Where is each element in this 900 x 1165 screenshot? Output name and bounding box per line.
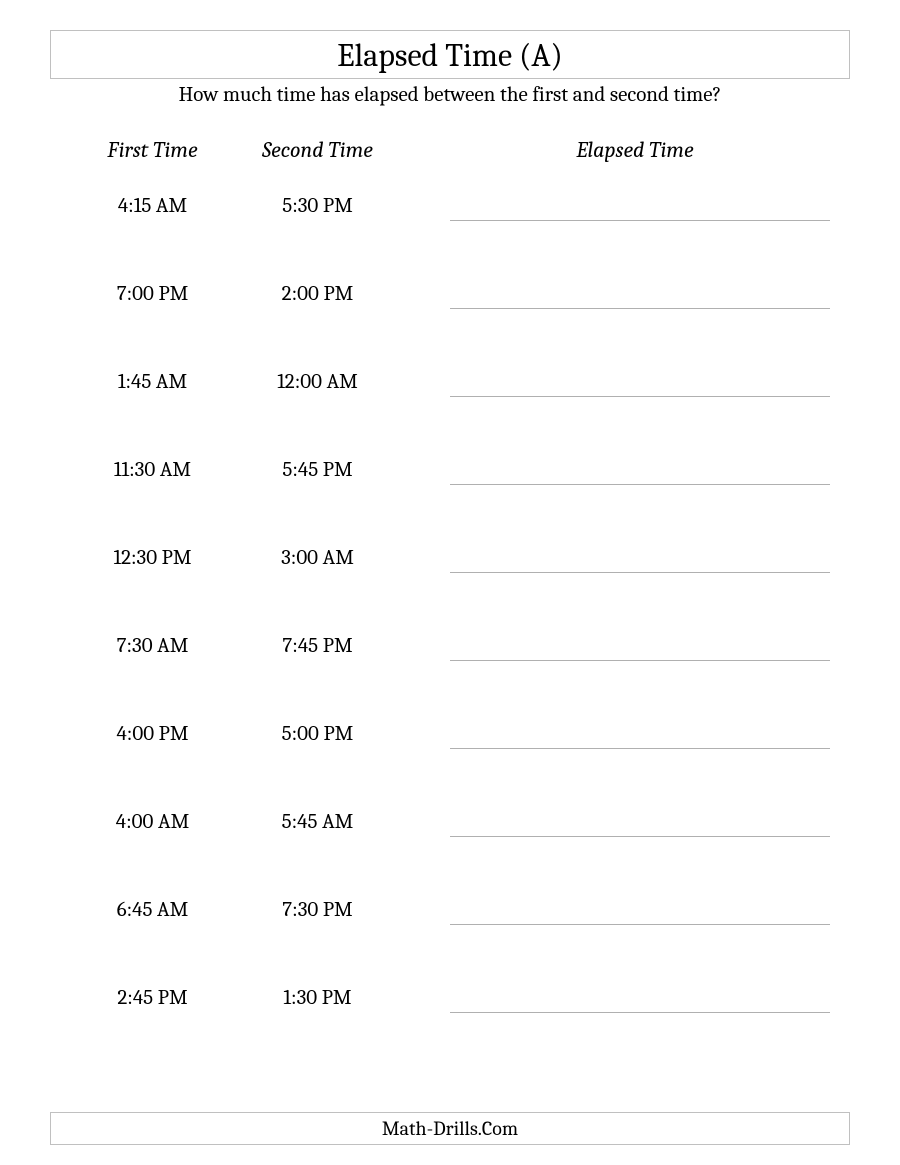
second-time-cell: 5:00 PM <box>235 722 400 746</box>
worksheet-row: 4:00 AM5:45 AM <box>70 807 830 837</box>
worksheet-row: 4:00 PM5:00 PM <box>70 719 830 749</box>
first-time-cell: 4:00 PM <box>70 722 235 746</box>
column-headers: First Time Second Time Elapsed Time <box>70 137 830 163</box>
second-time-cell: 5:45 AM <box>235 810 400 834</box>
first-time-cell: 6:45 AM <box>70 898 235 922</box>
first-time-cell: 7:00 PM <box>70 282 235 306</box>
second-time-cell: 7:45 PM <box>235 634 400 658</box>
second-time-cell: 12:00 AM <box>235 370 400 394</box>
second-time-cell: 7:30 PM <box>235 898 400 922</box>
first-time-cell: 4:00 AM <box>70 810 235 834</box>
second-time-cell: 5:45 PM <box>235 458 400 482</box>
answer-line <box>450 467 830 485</box>
answer-line <box>450 907 830 925</box>
first-time-cell: 4:15 AM <box>70 194 235 218</box>
answer-line <box>450 819 830 837</box>
page-title: Elapsed Time (A) <box>51 37 849 74</box>
worksheet-content: First Time Second Time Elapsed Time 4:15… <box>50 137 850 1112</box>
answer-line <box>450 203 830 221</box>
worksheet-row: 12:30 PM3:00 AM <box>70 543 830 573</box>
title-box: Elapsed Time (A) <box>50 30 850 79</box>
header-elapsed-time: Elapsed Time <box>400 137 830 163</box>
first-time-cell: 7:30 AM <box>70 634 235 658</box>
first-time-cell: 12:30 PM <box>70 546 235 570</box>
answer-line <box>450 379 830 397</box>
worksheet-row: 7:30 AM7:45 PM <box>70 631 830 661</box>
worksheet-row: 7:00 PM2:00 PM <box>70 279 830 309</box>
answer-line <box>450 643 830 661</box>
footer-text: Math-Drills.Com <box>382 1117 518 1140</box>
answer-line <box>450 291 830 309</box>
second-time-cell: 3:00 AM <box>235 546 400 570</box>
second-time-cell: 5:30 PM <box>235 194 400 218</box>
header-second-time: Second Time <box>235 137 400 163</box>
second-time-cell: 1:30 PM <box>235 986 400 1010</box>
worksheet-row: 4:15 AM5:30 PM <box>70 191 830 221</box>
page-subtitle: How much time has elapsed between the fi… <box>50 83 850 107</box>
first-time-cell: 2:45 PM <box>70 986 235 1010</box>
first-time-cell: 1:45 AM <box>70 370 235 394</box>
header-first-time: First Time <box>70 137 235 163</box>
rows-container: 4:15 AM5:30 PM 7:00 PM2:00 PM 1:45 AM12:00… <box>70 191 830 1013</box>
worksheet-row: 1:45 AM12:00 AM <box>70 367 830 397</box>
worksheet-row: 2:45 PM1:30 PM <box>70 983 830 1013</box>
first-time-cell: 11:30 AM <box>70 458 235 482</box>
answer-line <box>450 731 830 749</box>
worksheet-row: 6:45 AM7:30 PM <box>70 895 830 925</box>
second-time-cell: 2:00 PM <box>235 282 400 306</box>
answer-line <box>450 995 830 1013</box>
worksheet-row: 11:30 AM5:45 PM <box>70 455 830 485</box>
answer-line <box>450 555 830 573</box>
footer-box: Math-Drills.Com <box>50 1112 850 1145</box>
